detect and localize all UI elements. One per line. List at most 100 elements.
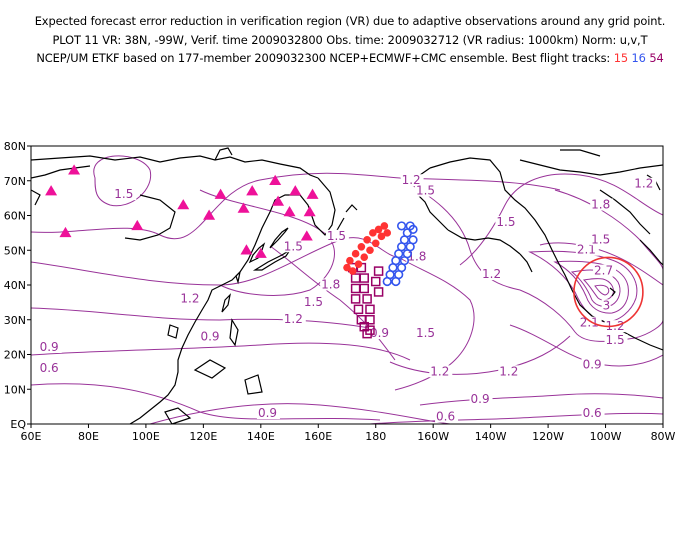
observation-triangle xyxy=(246,185,259,196)
contour-label-bg xyxy=(590,233,614,246)
track-15-marker xyxy=(383,229,392,237)
contour-label: 0.6 xyxy=(436,410,455,424)
observation-triangle xyxy=(300,230,313,241)
x-tick-label: 120W xyxy=(532,430,564,443)
x-tick-label: 160W xyxy=(417,430,449,443)
y-tick-label: 50N xyxy=(4,244,26,257)
contour-label: 0.6 xyxy=(583,406,602,420)
observation-triangle xyxy=(59,226,72,238)
track-54-marker xyxy=(373,287,384,297)
header-title: Expected forecast error reduction in ver… xyxy=(34,14,666,28)
contour-label: 2.1 xyxy=(577,243,596,257)
contour-label: 3 xyxy=(603,298,611,312)
contour-label: 1.5 xyxy=(416,184,435,198)
track-15-marker xyxy=(354,260,363,268)
contour-label: 1.2 xyxy=(284,312,303,326)
contour-label: 1.2 xyxy=(180,291,199,305)
contour-label-bg xyxy=(199,330,223,343)
y-tick-label: 40N xyxy=(4,279,26,292)
contour-label: 2.7 xyxy=(594,264,613,278)
contour-label: 1.2 xyxy=(430,364,449,378)
contour-label-bg xyxy=(481,268,505,281)
track-54-marker xyxy=(373,266,384,276)
observation-triangle xyxy=(214,188,227,199)
observation-triangle xyxy=(240,244,253,255)
observation-triangle xyxy=(237,202,250,213)
contour-label: 1.2 xyxy=(402,173,421,187)
x-tick-label: 120E xyxy=(189,430,217,443)
y-axis: EQ 10N 20N 30N 40N 50N 60N 70N 80N xyxy=(4,140,31,431)
contour-label-bg xyxy=(282,313,306,326)
contour-label: 2.1 xyxy=(580,316,599,330)
contour-label-bg xyxy=(179,292,203,305)
observation-triangle xyxy=(283,206,296,217)
observation-triangle xyxy=(272,195,285,206)
x-tick-label: 60E xyxy=(21,430,42,443)
x-tick-label: 180 xyxy=(365,430,386,443)
contour-label-bg xyxy=(256,407,280,420)
track-label-16: 16 xyxy=(631,51,646,65)
contour-label-bg xyxy=(414,327,438,340)
observation-triangle xyxy=(131,219,144,231)
header-ensemble-info: NCEP/UM ETKF based on 177-member 2009032… xyxy=(0,51,700,65)
header-ensemble-text: NCEP/UM ETKF based on 177-member 2009032… xyxy=(36,51,614,65)
track-15-marker xyxy=(369,229,377,237)
contour-label: 1.8 xyxy=(407,250,426,264)
flight-tracks xyxy=(343,221,418,339)
observation-triangle xyxy=(269,174,282,185)
track-15-marker xyxy=(346,256,354,265)
contour-label: 0.9 xyxy=(258,406,277,420)
observation-triangle xyxy=(203,209,216,220)
track-54-marker xyxy=(350,283,361,294)
track-54-marker xyxy=(350,294,361,304)
track-54-marker xyxy=(362,294,372,304)
observation-triangle xyxy=(254,247,267,258)
contour-label-bg xyxy=(282,240,306,253)
contour-label-bg xyxy=(581,358,605,371)
contour-label: 1.5 xyxy=(327,229,346,243)
contour-label-bg xyxy=(604,334,628,347)
x-tick-label: 80E xyxy=(78,430,99,443)
observation-triangle xyxy=(289,185,302,196)
verification-region-circle xyxy=(573,256,644,328)
contour-label-bg xyxy=(578,316,602,329)
observation-triangles xyxy=(45,164,319,258)
track-54-marker xyxy=(365,304,375,315)
y-tick-label: 30N xyxy=(4,314,26,327)
y-tick-label: 70N xyxy=(4,175,26,188)
contour-label-bg xyxy=(633,177,657,190)
contour-label-bg xyxy=(590,198,614,211)
observation-triangle xyxy=(68,164,81,175)
contour-label-bg xyxy=(593,264,617,277)
contour-label-bg xyxy=(414,184,438,197)
track-15-marker xyxy=(360,253,369,261)
contour-label-bg xyxy=(400,174,424,187)
track-15-marker xyxy=(357,242,366,251)
contour-label-bg xyxy=(429,365,453,378)
contour-label-bg xyxy=(320,278,344,291)
contour-label: 1.2 xyxy=(499,364,518,378)
contour-label: 0.9 xyxy=(471,392,490,406)
track-16-marker xyxy=(408,235,418,245)
coastlines xyxy=(31,147,663,424)
contour-labels: 1.51.21.51.51.81.21.51.51.81.21.81.51.21… xyxy=(38,173,657,424)
contour-label-bg xyxy=(113,188,137,201)
y-tick-label: EQ xyxy=(10,418,26,431)
contour-label: 1.2 xyxy=(634,177,653,191)
y-tick-label: 10N xyxy=(4,383,26,396)
track-54-marker xyxy=(365,315,375,325)
contour-label: 1.5 xyxy=(496,215,515,229)
track-54-marker xyxy=(353,304,364,315)
observation-triangle xyxy=(45,185,58,196)
track-15-marker xyxy=(380,222,389,230)
track-15-marker xyxy=(371,239,380,248)
track-16-marker xyxy=(396,221,407,231)
y-tick-label: 80N xyxy=(4,140,26,153)
y-tick-label: 60N xyxy=(4,210,26,223)
contour-label: 0.9 xyxy=(40,340,59,354)
track-54-marker xyxy=(359,273,369,283)
track-15-marker xyxy=(348,267,357,275)
contour-label: 1.8 xyxy=(321,277,340,291)
contour-label-bg xyxy=(325,229,349,242)
